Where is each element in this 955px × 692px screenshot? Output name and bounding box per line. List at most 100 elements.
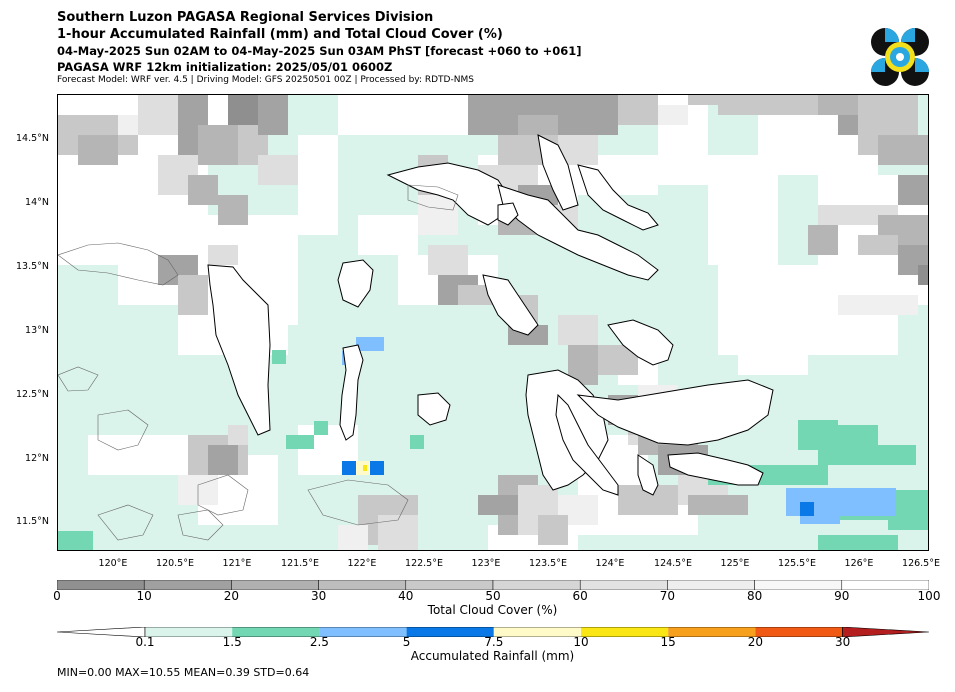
rainfall-colorbar: [57, 627, 929, 637]
cloud-cell: [178, 275, 208, 315]
latitude-label: 13.5°N: [15, 261, 49, 272]
longitude-label: 121.5°E: [281, 558, 319, 569]
cloud-colorbar-segment: [405, 580, 494, 590]
cloud-colorbar-tick: 50: [485, 589, 501, 603]
rainfall-cell: [342, 461, 356, 475]
latitude-label: 13°N: [25, 325, 49, 336]
rainfall-cell: [58, 531, 93, 550]
land-outline: [577, 164, 659, 231]
longitude-label: 121°E: [222, 558, 252, 569]
rainfall-cloud-map: [58, 95, 928, 550]
rainfall-cell: [818, 535, 898, 550]
cloud-colorbar-segment: [318, 580, 407, 590]
rain-colorbar-segment: [232, 627, 320, 637]
cloud-cell: [218, 195, 248, 225]
rain-colorbar-frame: [144, 627, 843, 637]
cloud-cell: [188, 175, 218, 205]
cloud-colorbar-segment: [667, 580, 755, 590]
longitude-label: 124°E: [595, 558, 625, 569]
cloud-colorbar-segment: [754, 580, 843, 590]
cloud-cell: [198, 125, 238, 165]
cloud-cell: [478, 495, 518, 515]
rainfall-cell: [272, 350, 286, 364]
cloud-cell: [258, 95, 288, 135]
rainfall-cell: [363, 465, 367, 471]
longitude-label: 122.5°E: [405, 558, 443, 569]
land-outline: [497, 202, 519, 226]
rain-colorbar-over-arrow: [842, 627, 929, 637]
cloud-colorbar-tick: 10: [136, 589, 152, 603]
cloud-cell: [658, 105, 688, 125]
cloud-cell: [358, 215, 418, 255]
cloud-cell: [618, 95, 658, 125]
land-outline: [482, 274, 539, 336]
rain-colorbar-segment: [668, 627, 756, 637]
cloud-cell: [338, 95, 478, 135]
land-outline: [576, 379, 774, 446]
latitude-label: 12.5°N: [15, 389, 49, 400]
cloud-cell: [228, 425, 248, 445]
cloud-colorbar-segment: [492, 580, 581, 590]
cloud-cell: [338, 525, 368, 550]
longitude-label: 125°E: [720, 558, 750, 569]
island-outline: [97, 409, 149, 451]
rain-colorbar-segment: [755, 627, 843, 637]
longitude-label: 124.5°E: [654, 558, 692, 569]
cloud-cell: [838, 295, 918, 315]
cloud-cover-colorbar-label: Total Cloud Cover (%): [427, 603, 558, 617]
cloud-cell: [558, 315, 598, 345]
rain-colorbar-segment: [581, 627, 669, 637]
cloud-cell: [808, 225, 838, 255]
island-outline: [97, 504, 154, 541]
cloud-colorbar-tick: 40: [398, 589, 414, 603]
title-valid-time: 04-May-2025 Sun 02AM to 04-May-2025 Sun …: [57, 44, 582, 58]
rain-colorbar-segment: [319, 627, 407, 637]
cloud-cell: [818, 95, 858, 115]
title-product: 1-hour Accumulated Rainfall (mm) and Tot…: [57, 27, 503, 42]
rainfall-cell: [878, 445, 916, 465]
rain-colorbar-tick: 30: [834, 635, 851, 649]
longitude-label: 123.5°E: [529, 558, 567, 569]
longitude-label: 120.5°E: [156, 558, 194, 569]
land-outline: [607, 319, 674, 366]
cloud-cell: [918, 265, 928, 285]
latitude-label: 14°N: [25, 197, 49, 208]
cloud-cell: [898, 175, 928, 205]
rain-colorbar-under-arrow: [57, 627, 146, 637]
cloud-colorbar-segment: [143, 580, 232, 590]
cloud-cell: [118, 115, 138, 135]
land-outline: [555, 393, 619, 496]
island-outline: [177, 509, 224, 541]
cloud-cell: [878, 135, 928, 165]
cloud-cell: [138, 95, 178, 135]
rain-colorbar-segment: [406, 627, 494, 637]
latitude-label: 11.5°N: [15, 516, 49, 527]
rainfall-colorbar-label: Accumulated Rainfall (mm): [410, 649, 575, 663]
map-panel: [57, 94, 929, 551]
rainfall-cell: [800, 502, 814, 516]
island-outline: [197, 474, 249, 516]
cloud-cell: [208, 445, 238, 475]
island-outline: [58, 366, 99, 392]
longitude-label: 123°E: [471, 558, 501, 569]
rain-colorbar-segment: [493, 627, 581, 637]
cloud-colorbar-tick: 80: [746, 589, 763, 603]
rain-colorbar-tick: 0.1: [135, 635, 155, 649]
cloud-cell: [688, 95, 728, 105]
cloud-cell: [688, 495, 748, 515]
cloud-colorbar-segment: [579, 580, 668, 590]
cloud-colorbar-segment: [841, 580, 929, 590]
title-region: Southern Luzon PAGASA Regional Services …: [57, 10, 434, 25]
rainfall-cell: [410, 435, 424, 449]
rainfall-cell: [314, 421, 328, 435]
rainfall-cell: [286, 435, 314, 449]
land-outline: [497, 184, 659, 281]
cloud-cell: [538, 515, 568, 545]
cloud-colorbar-tick: 70: [659, 589, 676, 603]
land-outline: [339, 344, 364, 441]
rain-colorbar-tick: 2.5: [309, 635, 329, 649]
latitude-label: 14.5°N: [15, 133, 49, 144]
rain-colorbar-segment: [145, 627, 233, 637]
land-outline: [337, 259, 374, 308]
cloud-cell: [78, 135, 118, 165]
